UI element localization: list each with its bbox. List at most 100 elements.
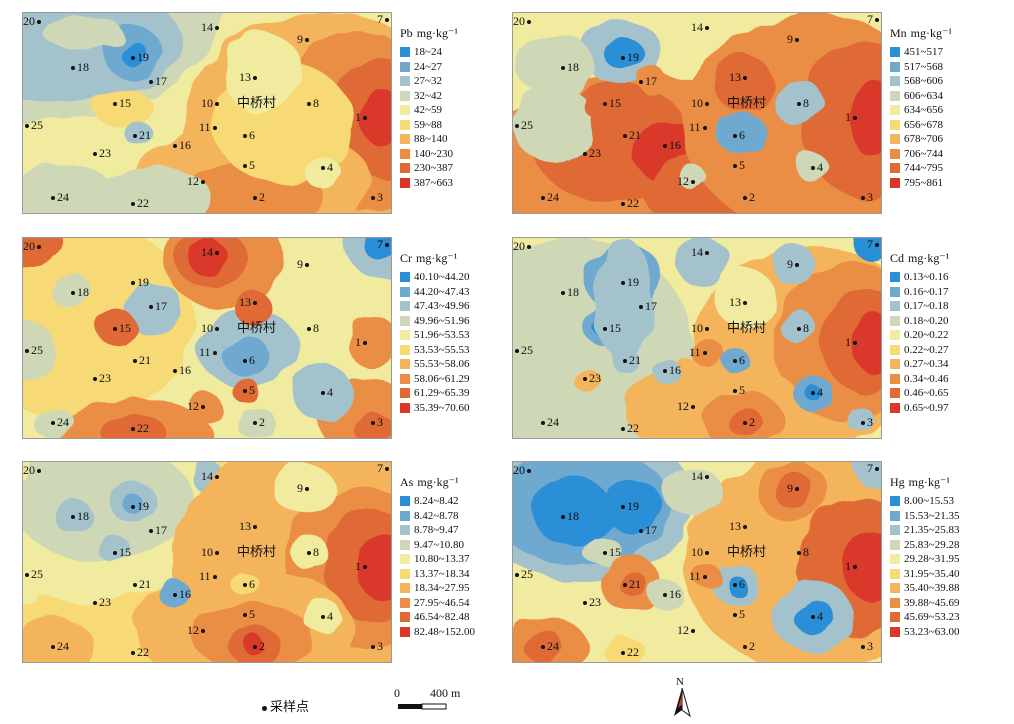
- sample-point-number: 23: [99, 146, 111, 160]
- sample-point-dot-icon: [663, 593, 667, 598]
- legend-row: 59~88: [400, 118, 458, 133]
- sample-point-7: 7: [867, 13, 881, 25]
- legend-range-label: 45.69~53.23: [904, 611, 960, 624]
- sample-point-number: 8: [313, 321, 319, 335]
- sample-point-dot-icon: [797, 551, 801, 556]
- sample-point-dot-icon: [733, 613, 737, 618]
- cd-legend: Cd mg·kg⁻¹ 0.13~0.16 0.16~0.17 0.17~0.18 0.18…: [890, 251, 949, 415]
- sample-point-dot-icon: [93, 601, 97, 606]
- sample-point-dot-icon: [875, 18, 879, 23]
- legend-range-label: 35.40~39.88: [904, 582, 960, 595]
- legend-range-label: 13.37~18.34: [414, 567, 470, 580]
- legend-swatch: [890, 301, 900, 312]
- sample-point-number: 23: [589, 371, 601, 385]
- legend-range-label: 29.28~31.95: [904, 553, 960, 566]
- sample-point-dot-icon: [212, 126, 217, 131]
- sample-point-number: 16: [669, 363, 681, 377]
- sample-point-dot-icon: [212, 575, 217, 580]
- sample-point-13: 13: [239, 71, 259, 83]
- sample-point-18: 18: [69, 286, 89, 298]
- sample-point-13: 13: [729, 520, 749, 532]
- sample-point-15: 15: [111, 546, 131, 558]
- sample-point-12: 12: [677, 624, 697, 636]
- legend-row: 606~634: [890, 89, 952, 104]
- legend-row: 31.95~35.40: [890, 567, 959, 582]
- sample-point-number: 16: [179, 587, 191, 601]
- hg-contour-zone: [619, 572, 647, 596]
- legend-swatch: [400, 61, 410, 72]
- sample-point-16: 16: [171, 139, 191, 151]
- legend-row: 10.80~13.37: [400, 552, 475, 567]
- sample-point-number: 12: [677, 174, 689, 188]
- sample-point-17: 17: [147, 524, 167, 536]
- sample-point-9: 9: [787, 258, 801, 270]
- cr-contour-graphic: [23, 238, 391, 438]
- legend-range-label: 9.47~10.80: [414, 538, 464, 551]
- sample-point-15: 15: [111, 97, 131, 109]
- legend-row: 47.43~49.96: [400, 299, 469, 314]
- sample-point-25: 25: [23, 568, 43, 580]
- sample-point-dot-icon: [307, 327, 311, 332]
- sample-point-1: 1: [355, 336, 369, 348]
- pb-contour-zone: [359, 89, 391, 145]
- legend-row: 451~517: [890, 45, 952, 60]
- sample-point-11: 11: [689, 346, 709, 358]
- sample-point-dot-icon: [797, 102, 801, 107]
- sample-point-number: 11: [689, 120, 701, 134]
- cr-contour-zone: [363, 238, 391, 262]
- legend-range-label: 230~387: [414, 162, 453, 175]
- sample-point-14: 14: [691, 246, 711, 258]
- sample-point-dot-icon: [861, 421, 865, 426]
- sample-point-20: 20: [23, 464, 43, 476]
- sample-point-number: 1: [845, 110, 851, 124]
- sample-point-number: 18: [77, 509, 89, 523]
- legend-range-label: 32~42: [414, 89, 442, 102]
- legend-range-label: 568~606: [904, 75, 943, 88]
- legend-swatch: [890, 496, 900, 507]
- sample-point-number: 10: [201, 321, 213, 335]
- sample-point-22: 22: [619, 197, 639, 209]
- as-legend-title: As mg·kg⁻¹: [400, 475, 475, 490]
- sample-point-11: 11: [689, 121, 709, 133]
- sample-point-dot-icon: [215, 26, 219, 31]
- legend-swatch: [400, 105, 410, 116]
- cd-contour-graphic: [513, 238, 881, 438]
- sample-point-13: 13: [239, 520, 259, 532]
- sample-point-number: 9: [297, 32, 303, 46]
- sample-point-number: 14: [201, 20, 213, 34]
- cr-contour-zone: [95, 308, 135, 344]
- sample-point-number: 21: [139, 353, 151, 367]
- sample-point-dot-icon: [705, 551, 709, 556]
- sample-point-number: 13: [729, 519, 741, 533]
- sample-point-2: 2: [251, 416, 265, 428]
- sample-point-dot-icon: [51, 421, 55, 426]
- sample-point-dot-icon: [603, 102, 607, 107]
- sample-point-7: 7: [867, 462, 881, 474]
- sample-point-19: 19: [129, 276, 149, 288]
- sample-point-dot-icon: [243, 164, 247, 169]
- sample-point-dot-icon: [215, 475, 219, 480]
- legend-swatch: [890, 315, 900, 326]
- sample-point-number: 18: [567, 509, 579, 523]
- legend-range-label: 88~140: [414, 133, 448, 146]
- sample-point-dot-icon: [363, 565, 367, 570]
- legend-swatch: [890, 344, 900, 355]
- sample-point-dot-icon: [51, 196, 55, 201]
- sample-point-number: 4: [817, 609, 823, 623]
- legend-range-label: 8.42~8.78: [414, 509, 459, 522]
- sample-point-18: 18: [559, 61, 579, 73]
- sample-point-dot-icon: [385, 467, 389, 472]
- sample-point-1: 1: [355, 560, 369, 572]
- sample-point-number: 25: [31, 118, 43, 132]
- legend-unit: mg·kg⁻¹: [416, 26, 458, 40]
- legend-range-label: 8.00~15.53: [904, 495, 954, 508]
- sample-point-number: 4: [327, 609, 333, 623]
- legend-swatch: [400, 90, 410, 101]
- legend-row: 25.83~29.28: [890, 538, 959, 553]
- mn-contour-zone: [513, 33, 593, 93]
- sample-point-dot-icon: [639, 529, 643, 534]
- sample-point-11: 11: [199, 570, 219, 582]
- pb-legend-title: Pb mg·kg⁻¹: [400, 26, 458, 41]
- sample-point-number: 7: [867, 461, 873, 475]
- sample-point-dot-icon: [733, 583, 737, 588]
